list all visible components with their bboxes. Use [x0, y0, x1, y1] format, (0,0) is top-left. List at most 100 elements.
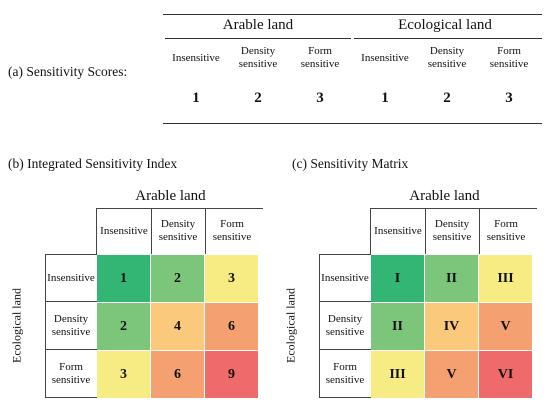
matrix-title-underline — [370, 208, 537, 209]
matrix-cell: 2 — [151, 255, 204, 302]
matrix-cell: VI — [479, 351, 532, 398]
header-line: sensitive — [300, 58, 340, 70]
matrix-col-divider — [205, 208, 206, 254]
header-line: sensitive — [489, 58, 529, 70]
header-line: sensitive — [432, 231, 472, 243]
matrix-rowhead-divider — [319, 254, 320, 398]
matrix-col-divider — [425, 208, 426, 254]
header-line: Form — [333, 361, 357, 373]
matrix-cell: 2 — [97, 303, 150, 350]
header-line: sensitive — [51, 374, 91, 386]
matrix-cell: II — [425, 255, 478, 302]
matrix-top-title: Arable land — [409, 188, 480, 204]
matrix-row-header: Form sensitive — [46, 350, 96, 398]
matrix-column-header: Density sensitive — [151, 211, 205, 251]
score-value: 1 — [381, 90, 389, 106]
header-line: sensitive — [427, 58, 467, 70]
matrix-row-header: Density sensitive — [320, 302, 370, 350]
matrix-row-divider dashed — [319, 301, 371, 302]
matrix-cell: 1 — [97, 255, 150, 302]
score-column-header: Density sensitive — [227, 40, 289, 76]
header-line: Form — [308, 45, 332, 57]
score-column-header: Insensitive — [354, 40, 416, 76]
score-value: 2 — [254, 90, 262, 106]
matrix-column-header: Form sensitive — [479, 211, 533, 251]
header-line: sensitive — [158, 231, 198, 243]
matrix-column-header: Insensitive — [97, 211, 151, 251]
matrix-column-header: Form sensitive — [205, 211, 259, 251]
header-line: Density — [327, 313, 363, 325]
header-line: sensitive — [325, 374, 365, 386]
matrix-cell: III — [479, 255, 532, 302]
table-top-rule — [163, 14, 542, 15]
header-line: Insensitive — [374, 224, 422, 237]
matrix-cell: 6 — [151, 351, 204, 398]
matrix-cell: III — [371, 351, 424, 398]
matrix-column-header: Insensitive — [371, 211, 425, 251]
table-bottom-rule — [163, 123, 542, 124]
matrix-cell: IV — [425, 303, 478, 350]
matrix-row-header: Form sensitive — [320, 350, 370, 398]
matrix-row-divider dashed — [319, 349, 371, 350]
matrix-cell: I — [371, 255, 424, 302]
header-line: Insensitive — [321, 271, 369, 284]
header-line: sensitive — [238, 58, 278, 70]
group-underline-ecological — [354, 38, 542, 39]
score-value: 1 — [192, 90, 200, 106]
matrix-row-header: Insensitive — [320, 254, 370, 302]
matrix-top-title: Arable land — [135, 188, 206, 204]
panel-a-caption: (a) Sensitivity Scores: — [8, 64, 128, 79]
matrix-cell: 3 — [205, 255, 258, 302]
header-line: Insensitive — [47, 271, 95, 284]
matrix-side-title: Ecological land — [9, 288, 24, 363]
matrix-cell: II — [371, 303, 424, 350]
header-line: sensitive — [212, 231, 252, 243]
header-line: Form — [220, 218, 244, 230]
score-column-header: Insensitive — [165, 40, 227, 76]
header-line: Insensitive — [100, 224, 148, 237]
score-value: 2 — [443, 90, 451, 106]
score-value: 3 — [316, 90, 324, 106]
group-underline-arable — [165, 38, 351, 39]
matrix-cell: 4 — [151, 303, 204, 350]
header-line: Density — [429, 45, 465, 57]
group-header-arable: Arable land — [222, 17, 294, 33]
matrix-header-divider — [96, 208, 97, 254]
matrix-column-header: Density sensitive — [425, 211, 479, 251]
matrix-rowhead-divider — [319, 254, 371, 255]
header-line: Density — [53, 313, 89, 325]
header-line: sensitive — [325, 326, 365, 338]
matrix-cell: V — [425, 351, 478, 398]
header-line: Density — [434, 218, 470, 230]
score-column-header: Density sensitive — [416, 40, 478, 76]
score-value: 3 — [505, 90, 513, 106]
matrix-row-divider dashed — [45, 301, 97, 302]
header-line: Form — [494, 218, 518, 230]
matrix-cell: V — [479, 303, 532, 350]
matrix-header-divider — [370, 208, 371, 254]
matrix-cell: 9 — [205, 351, 258, 398]
header-line: Insensitive — [172, 51, 220, 64]
matrix-side-title: Ecological land — [283, 288, 298, 363]
matrix-rowhead-divider — [45, 254, 97, 255]
group-header-ecological: Ecological land — [398, 17, 492, 33]
header-line: sensitive — [51, 326, 91, 338]
matrix-rowhead-divider — [319, 397, 371, 398]
matrix-title-underline — [96, 208, 263, 209]
matrix-col-divider — [151, 208, 152, 254]
header-line: Form — [497, 45, 521, 57]
header-line: Form — [59, 361, 83, 373]
score-column-header: Form sensitive — [289, 40, 351, 76]
matrix-rowhead-divider — [45, 397, 97, 398]
panel-b-caption: (b) Integrated Sensitivity Index — [8, 156, 178, 171]
matrix-cell: 6 — [205, 303, 258, 350]
header-line: Density — [160, 218, 196, 230]
matrix-cell: 3 — [97, 351, 150, 398]
panel-c-caption: (c) Sensitivity Matrix — [292, 156, 409, 171]
header-line: Insensitive — [361, 51, 409, 64]
matrix-row-header: Density sensitive — [46, 302, 96, 350]
matrix-row-header: Insensitive — [46, 254, 96, 302]
score-column-header: Form sensitive — [478, 40, 540, 76]
header-line: sensitive — [486, 231, 526, 243]
matrix-row-divider dashed — [45, 349, 97, 350]
